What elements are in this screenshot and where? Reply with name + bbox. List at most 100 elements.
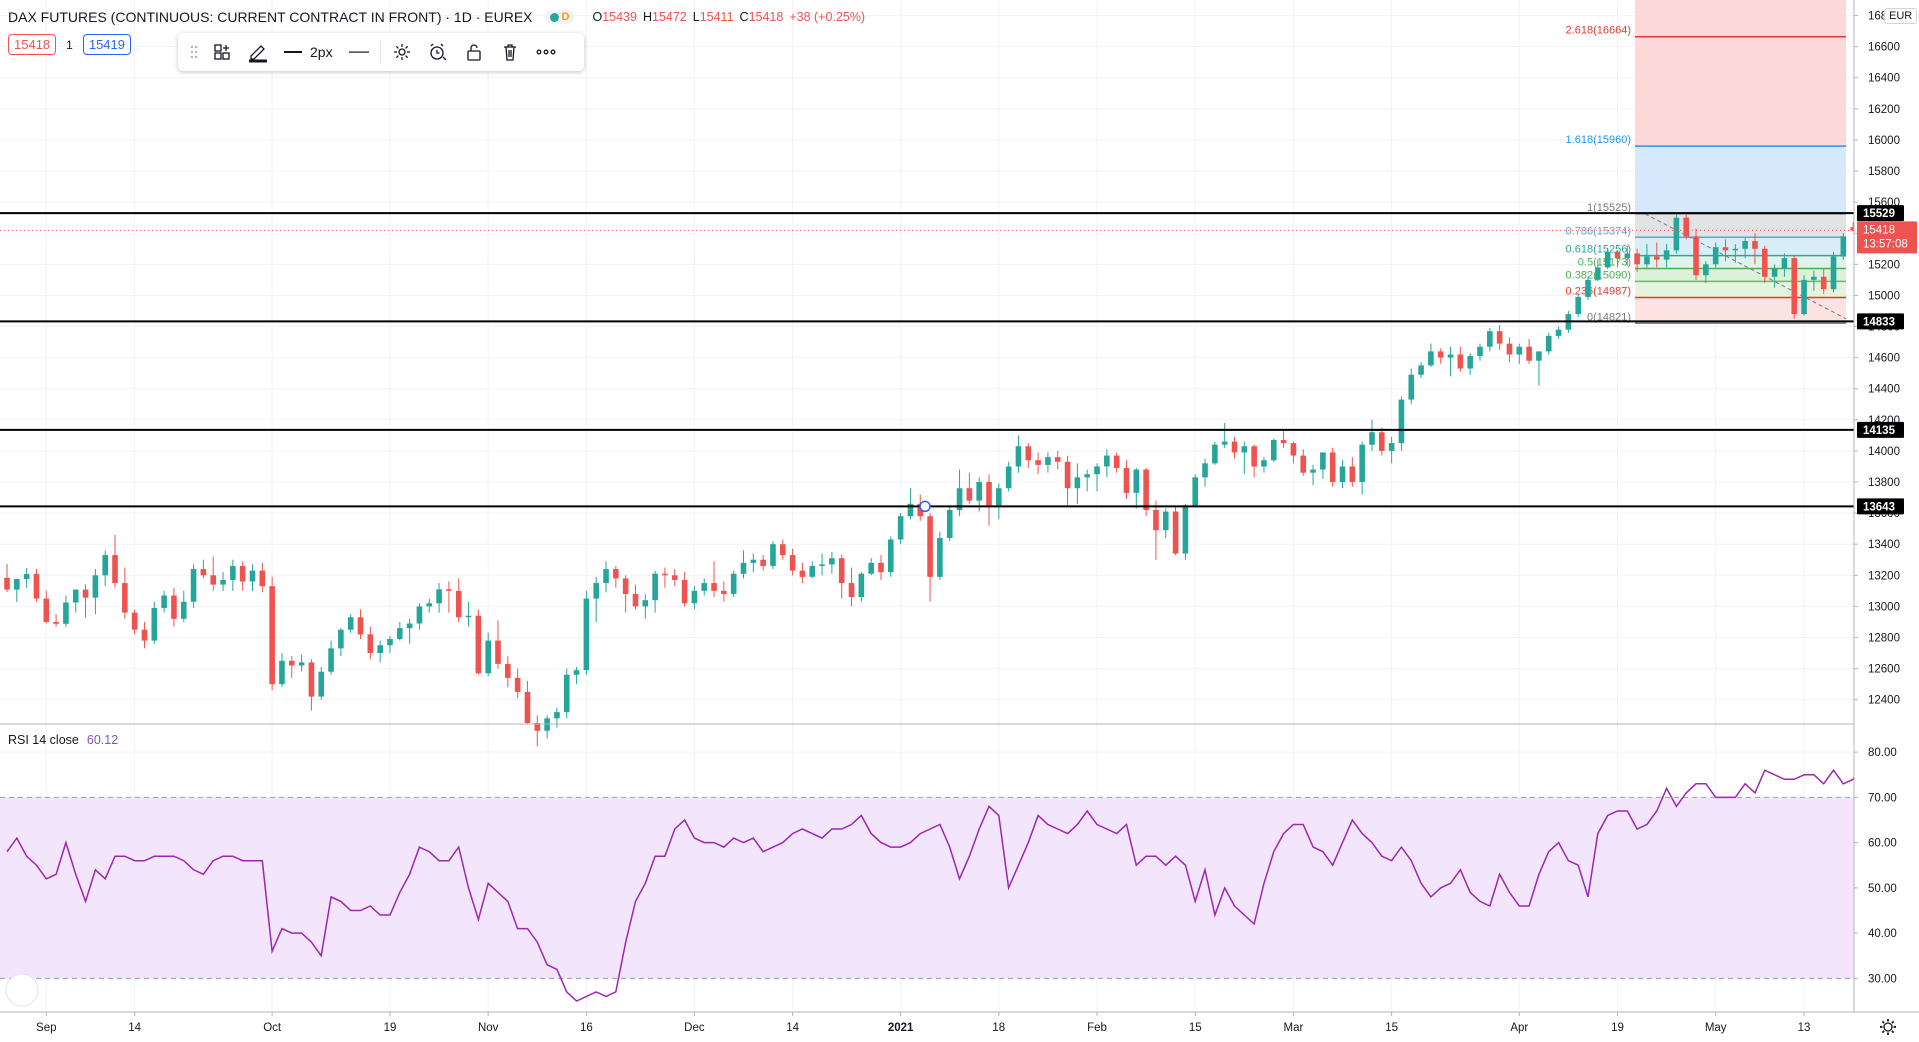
candle-body [1349, 466, 1356, 482]
candle [1104, 449, 1110, 478]
candle [632, 584, 639, 610]
candle-body [1820, 276, 1827, 290]
market-status-label: D [561, 11, 570, 23]
candle [593, 576, 599, 622]
bid-price-button[interactable]: 15418 [8, 34, 57, 55]
candle [1074, 463, 1081, 504]
candle [1545, 332, 1552, 355]
price-tick-label: 13800 [1868, 477, 1900, 489]
candle [1840, 233, 1847, 260]
rsi-tick-label: 70.00 [1868, 792, 1897, 804]
candle-body [505, 663, 511, 678]
candle-body [1526, 346, 1532, 361]
candle [1123, 460, 1130, 500]
templates-icon[interactable] [204, 37, 240, 67]
time-tick-label: 15 [1385, 1022, 1398, 1034]
fib-level-label: 0.5(15173) [1578, 257, 1631, 269]
candle-body [1212, 444, 1218, 464]
level-price-tag[interactable] [1857, 498, 1904, 515]
settings-icon[interactable] [384, 37, 420, 67]
fib-level-label: 1(15525) [1587, 202, 1631, 214]
level-price-tag[interactable] [1857, 205, 1904, 222]
candle [1506, 337, 1513, 363]
candle [809, 561, 816, 579]
candle [1467, 352, 1473, 375]
candle [436, 583, 442, 613]
alert-icon[interactable] [420, 37, 456, 67]
candle [681, 572, 688, 607]
level-price-tag[interactable] [1857, 313, 1904, 330]
candle [711, 561, 717, 598]
candle-body [72, 589, 79, 603]
chart-settings-icon[interactable] [1880, 1019, 1896, 1035]
ask-price-button[interactable]: 15419 [82, 34, 131, 55]
trash-icon[interactable] [492, 37, 528, 67]
candle-body [956, 488, 963, 510]
candle-body [544, 718, 550, 731]
candle [622, 575, 629, 613]
time-axis[interactable] [0, 1012, 1854, 1042]
more-icon[interactable] [528, 37, 564, 67]
candle [1526, 338, 1532, 364]
candle-body [1241, 446, 1248, 453]
candle-body [406, 623, 413, 629]
pencil-icon[interactable] [240, 37, 276, 67]
candle [171, 587, 177, 627]
ohlc-key: L [692, 10, 700, 24]
symbol-title[interactable]: DAX FUTURES (CONTINUOUS: CURRENT CONTRAC… [8, 9, 533, 25]
rsi-title[interactable]: RSI 14 close [8, 733, 79, 747]
candle-body [1840, 236, 1847, 257]
candle-body [573, 670, 580, 675]
candle-body [1555, 329, 1562, 336]
candle [328, 640, 334, 675]
horizontal-levels[interactable] [0, 212, 1854, 513]
lock-icon[interactable] [456, 37, 492, 67]
candle [102, 550, 108, 587]
time-tick-label: 18 [992, 1022, 1005, 1034]
candle-body [809, 565, 816, 577]
candle [1320, 452, 1326, 479]
candle [1634, 248, 1640, 273]
time-tick-label: Oct [263, 1022, 282, 1034]
candle-body [760, 559, 766, 566]
candle-body [1094, 466, 1100, 475]
candle-body [1585, 279, 1591, 297]
candle [613, 565, 619, 588]
candle-body [1084, 474, 1090, 478]
candle-body [642, 600, 649, 607]
candle [799, 562, 806, 584]
candle [406, 618, 413, 644]
rsi-line[interactable] [6, 754, 1919, 1002]
candle [1280, 429, 1287, 448]
candle-body [436, 589, 442, 604]
candle [1595, 259, 1601, 282]
candle [1712, 242, 1719, 268]
candle [377, 640, 383, 663]
candle [416, 603, 423, 630]
candle [1133, 468, 1140, 509]
candle-body [151, 607, 158, 641]
candle [1516, 343, 1523, 364]
candle-body [1703, 264, 1709, 276]
line-width-button[interactable]: 2px [276, 37, 341, 67]
ohlc-item: L15411 [693, 10, 734, 24]
candle [1683, 214, 1690, 240]
scroll-button-icon[interactable] [5, 973, 39, 1007]
grip-icon[interactable] [184, 37, 204, 67]
last-price-tag[interactable] [1857, 221, 1917, 254]
drawing-handle[interactable] [919, 500, 931, 513]
level-price-tag[interactable] [1857, 421, 1904, 438]
candle-body [377, 645, 383, 654]
ohlc-values: O15439 H15472 L15411 C15418 +38 (+0.25%) [592, 10, 865, 24]
line-style-icon [284, 51, 302, 53]
currency-button[interactable]: EUR [1884, 8, 1918, 24]
candle-body [1418, 365, 1424, 375]
candle [1555, 326, 1562, 339]
candle-body [1221, 441, 1228, 445]
candle-body [367, 634, 374, 654]
price-tick-label: 14000 [1868, 446, 1900, 458]
line-dash-icon[interactable] [341, 37, 377, 67]
price-axis[interactable] [1854, 0, 1919, 1042]
candle [1781, 253, 1788, 277]
